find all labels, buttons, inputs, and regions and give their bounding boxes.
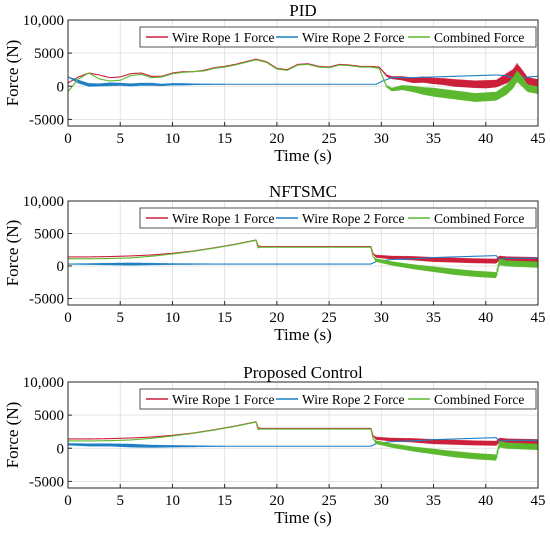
y-tick-label: 10,000 bbox=[23, 13, 64, 29]
x-tick-label: 25 bbox=[322, 131, 337, 147]
x-tick-label: 20 bbox=[269, 493, 284, 509]
x-tick-label: 5 bbox=[116, 493, 124, 509]
y-tick-label: 5000 bbox=[34, 408, 64, 424]
series-group bbox=[68, 421, 538, 461]
chart-title: Proposed Control bbox=[243, 363, 363, 382]
y-tick-label: 5000 bbox=[34, 46, 64, 62]
legend-label-3: Combined Force bbox=[434, 211, 524, 226]
x-axis-label: Time (s) bbox=[274, 325, 331, 344]
x-tick-label: 35 bbox=[426, 310, 441, 326]
x-tick-label: 10 bbox=[165, 131, 180, 147]
x-axis-label: Time (s) bbox=[274, 146, 331, 165]
y-tick-label: 0 bbox=[57, 441, 65, 457]
x-tick-label: 25 bbox=[322, 493, 337, 509]
y-tick-label: 0 bbox=[57, 79, 65, 95]
x-tick-label: 15 bbox=[217, 131, 232, 147]
x-tick-label: 40 bbox=[478, 131, 493, 147]
axes-frame bbox=[67, 381, 539, 489]
series-line-2 bbox=[68, 437, 538, 448]
legend-label-2: Wire Rope 2 Force bbox=[302, 30, 405, 45]
legend-box bbox=[139, 26, 537, 48]
y-tick-label: -5000 bbox=[29, 292, 64, 308]
x-tick-label: 25 bbox=[322, 310, 337, 326]
chart-title: NFTSMC bbox=[269, 182, 337, 201]
x-tick-label: 30 bbox=[374, 131, 389, 147]
y-tick-label: 10,000 bbox=[23, 375, 64, 391]
axes-frame bbox=[67, 19, 539, 127]
series-group bbox=[68, 58, 538, 102]
legend-label-2: Wire Rope 2 Force bbox=[302, 211, 405, 226]
x-tick-label: 40 bbox=[478, 310, 493, 326]
legend-label-2: Wire Rope 2 Force bbox=[302, 392, 405, 407]
series-line-3 bbox=[68, 239, 538, 279]
y-tick-label: -5000 bbox=[29, 474, 64, 490]
legend: Wire Rope 1 Force Wire Rope 2 Force Combin… bbox=[139, 26, 537, 48]
series-line-2 bbox=[68, 74, 538, 87]
series-group bbox=[68, 239, 538, 279]
y-tick-label: -5000 bbox=[29, 112, 64, 128]
y-tick-label: 0 bbox=[57, 259, 65, 275]
x-tick-label: 30 bbox=[374, 493, 389, 509]
x-tick-label: 30 bbox=[374, 310, 389, 326]
series-line-1 bbox=[68, 239, 538, 264]
x-axis-label: Time (s) bbox=[274, 508, 331, 527]
x-tick-label: 5 bbox=[116, 131, 124, 147]
x-tick-label: 0 bbox=[64, 131, 72, 147]
legend: Wire Rope 1 Force Wire Rope 2 Force Combin… bbox=[139, 388, 537, 410]
series-line-2 bbox=[68, 255, 538, 266]
legend-label-3: Combined Force bbox=[434, 30, 524, 45]
x-tick-label: 5 bbox=[116, 310, 124, 326]
legend-label-1: Wire Rope 1 Force bbox=[172, 30, 275, 45]
legend-box bbox=[139, 388, 537, 410]
x-tick-label: 15 bbox=[217, 493, 232, 509]
x-tick-label: 20 bbox=[269, 310, 284, 326]
series-line-3 bbox=[68, 421, 538, 461]
x-tick-label: 20 bbox=[269, 131, 284, 147]
x-tick-label: 0 bbox=[64, 493, 72, 509]
legend-label-1: Wire Rope 1 Force bbox=[172, 211, 275, 226]
x-tick-label: 0 bbox=[64, 310, 72, 326]
x-tick-label: 45 bbox=[531, 310, 546, 326]
series-line-1 bbox=[68, 58, 538, 89]
chart-title: PID bbox=[289, 1, 316, 20]
x-tick-label: 40 bbox=[478, 493, 493, 509]
y-tick-label: 5000 bbox=[34, 227, 64, 243]
x-tick-label: 45 bbox=[531, 131, 546, 147]
x-tick-label: 45 bbox=[531, 493, 546, 509]
x-tick-label: 10 bbox=[165, 493, 180, 509]
y-axis-label: Force (N) bbox=[3, 220, 22, 287]
series-line-3 bbox=[68, 59, 538, 102]
chart-panel-2: 0 5 10 15 20 25 30 35 40 4510,00050000-5000NFTSMC… bbox=[3, 182, 546, 344]
axes-frame bbox=[67, 200, 539, 306]
chart-panel-1: 0 5 10 15 20 25 30 35 40 4510,00050000-5000PIDTim… bbox=[3, 1, 546, 165]
x-tick-label: 15 bbox=[217, 310, 232, 326]
y-axis-label: Force (N) bbox=[3, 40, 22, 107]
legend-label-3: Combined Force bbox=[434, 392, 524, 407]
legend-label-1: Wire Rope 1 Force bbox=[172, 392, 275, 407]
y-axis-label: Force (N) bbox=[3, 402, 22, 469]
series-line-1 bbox=[68, 421, 538, 446]
x-tick-label: 10 bbox=[165, 310, 180, 326]
x-tick-label: 35 bbox=[426, 493, 441, 509]
legend: Wire Rope 1 Force Wire Rope 2 Force Combin… bbox=[139, 207, 537, 229]
legend-box bbox=[139, 207, 537, 229]
chart-panel-3: 0 5 10 15 20 25 30 35 40 4510,00050000-5000Propos… bbox=[3, 363, 546, 527]
y-tick-label: 10,000 bbox=[23, 194, 64, 210]
x-tick-label: 35 bbox=[426, 131, 441, 147]
